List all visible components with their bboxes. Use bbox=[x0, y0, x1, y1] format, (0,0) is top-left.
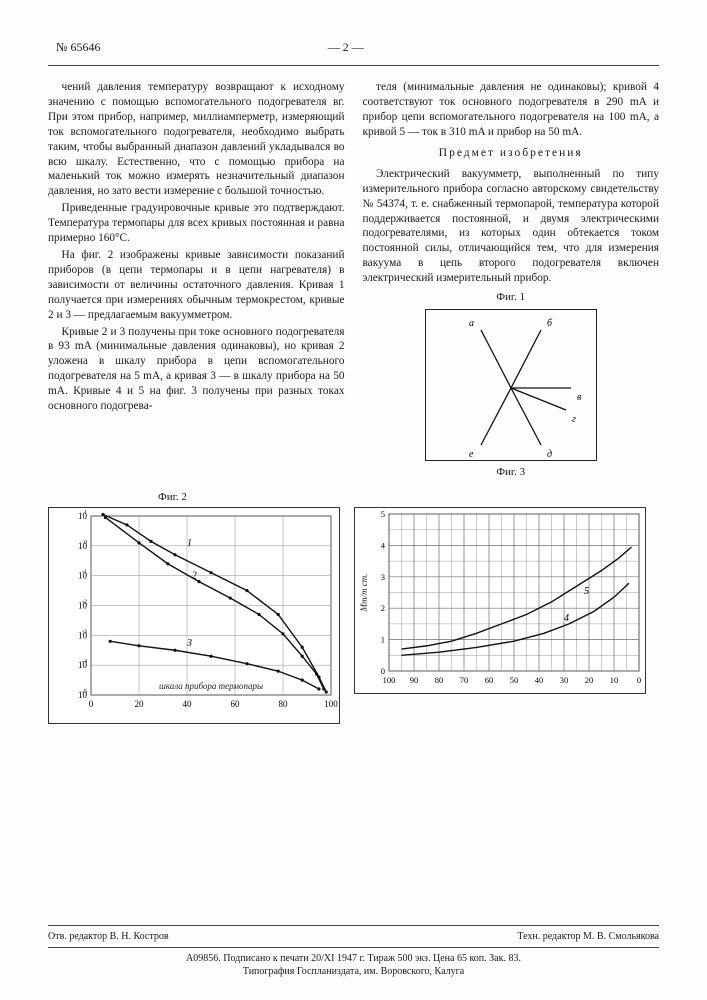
imprint-line: А09856. Подписано к печати 20/XI 1947 г.… bbox=[48, 952, 659, 965]
svg-text:60: 60 bbox=[231, 699, 241, 709]
page: № 65646 — 2 — чений давления температуру… bbox=[0, 0, 707, 1000]
svg-text:50: 50 bbox=[510, 675, 519, 685]
svg-text:б: б bbox=[547, 318, 553, 329]
svg-text:шкала прибора термопары: шкала прибора термопары bbox=[159, 681, 263, 691]
para: Кривые 2 и 3 получены при токе основного… bbox=[48, 325, 345, 414]
subject-heading: Предмет изобретения bbox=[363, 146, 660, 161]
svg-text:0: 0 bbox=[84, 540, 87, 546]
svg-text:20: 20 bbox=[135, 699, 145, 709]
svg-text:-2: -2 bbox=[82, 600, 87, 606]
right-column: теля (минимальные давления не одинаковы)… bbox=[363, 80, 660, 483]
svg-text:а: а bbox=[469, 318, 474, 329]
fig1-svg: а б вг д е bbox=[426, 310, 596, 460]
fig3-svg: 010203040506070809010001234545Mm/m ст. bbox=[354, 507, 646, 694]
svg-text:2: 2 bbox=[192, 571, 197, 582]
fig2-caption: Фиг. 2 bbox=[158, 491, 659, 503]
svg-text:1: 1 bbox=[84, 510, 87, 516]
svg-text:2: 2 bbox=[381, 603, 385, 613]
svg-text:д: д bbox=[547, 449, 552, 460]
header-rule bbox=[48, 65, 659, 66]
figures-row: Фиг. 2 02040608010010-510-410-310-210-11… bbox=[48, 491, 659, 729]
footer: Отв. редактор В. Н. Костров Техн. редакт… bbox=[48, 921, 659, 978]
figure-1: а б вг д е bbox=[425, 309, 597, 461]
svg-text:-1: -1 bbox=[82, 570, 87, 576]
svg-text:е: е bbox=[469, 449, 474, 460]
svg-text:0: 0 bbox=[637, 675, 641, 685]
svg-text:5: 5 bbox=[584, 586, 589, 597]
fig1-caption: Фиг. 1 bbox=[363, 290, 660, 305]
svg-text:3: 3 bbox=[186, 638, 192, 649]
page-number: — 2 — bbox=[100, 40, 591, 55]
svg-text:0: 0 bbox=[381, 666, 385, 676]
para: чений давления температуру возвращают к … bbox=[48, 80, 345, 199]
svg-text:100: 100 bbox=[324, 699, 338, 709]
footer-rule-1 bbox=[48, 925, 659, 926]
svg-text:3: 3 bbox=[381, 572, 385, 582]
fig3-caption: Фиг. 3 bbox=[363, 465, 660, 480]
svg-text:80: 80 bbox=[279, 699, 289, 709]
text-columns: чений давления температуру возвращают к … bbox=[48, 80, 659, 483]
header-spacer bbox=[591, 40, 651, 55]
svg-text:60: 60 bbox=[485, 675, 494, 685]
svg-text:70: 70 bbox=[460, 675, 469, 685]
left-column: чений давления температуру возвращают к … bbox=[48, 80, 345, 483]
svg-text:-5: -5 bbox=[82, 689, 87, 695]
editor-resp: Отв. редактор В. Н. Костров bbox=[48, 930, 169, 943]
printer-line: Типография Госпланиздата, им. Воровского… bbox=[48, 965, 659, 978]
fig2-svg: 02040608010010-510-410-310-210-110010112… bbox=[48, 507, 340, 724]
para: На фиг. 2 изображены кривые зависимости … bbox=[48, 248, 345, 323]
svg-text:Mm/m ст.: Mm/m ст. bbox=[359, 574, 369, 613]
page-header: № 65646 — 2 — bbox=[48, 40, 659, 55]
svg-text:г: г bbox=[572, 414, 576, 425]
svg-text:-3: -3 bbox=[82, 629, 87, 635]
doc-number: № 65646 bbox=[56, 40, 100, 55]
figure-3: 010203040506070809010001234545Mm/m ст. bbox=[354, 507, 646, 699]
svg-text:в: в bbox=[577, 392, 582, 403]
svg-text:0: 0 bbox=[89, 699, 94, 709]
svg-text:-4: -4 bbox=[82, 659, 87, 665]
svg-text:90: 90 bbox=[410, 675, 419, 685]
svg-text:4: 4 bbox=[381, 540, 386, 550]
svg-text:1: 1 bbox=[187, 538, 192, 549]
svg-text:40: 40 bbox=[535, 675, 544, 685]
claim-para: Электрический вакуумметр, выполненный по… bbox=[363, 167, 660, 286]
para: Приведенные градуировочные кривые это по… bbox=[48, 201, 345, 246]
figure-2: 02040608010010-510-410-310-210-110010112… bbox=[48, 507, 340, 729]
editor-tech: Техн. редактор М. В. Смольякова bbox=[517, 930, 659, 943]
svg-text:40: 40 bbox=[183, 699, 193, 709]
svg-text:30: 30 bbox=[560, 675, 569, 685]
svg-text:1: 1 bbox=[381, 635, 385, 645]
svg-text:20: 20 bbox=[585, 675, 594, 685]
svg-text:100: 100 bbox=[383, 675, 396, 685]
svg-text:80: 80 bbox=[435, 675, 444, 685]
para: теля (минимальные давления не одинаковы)… bbox=[363, 80, 660, 140]
svg-text:5: 5 bbox=[381, 509, 385, 519]
footer-rule-2 bbox=[48, 947, 659, 948]
svg-text:4: 4 bbox=[564, 613, 569, 624]
svg-text:10: 10 bbox=[610, 675, 619, 685]
